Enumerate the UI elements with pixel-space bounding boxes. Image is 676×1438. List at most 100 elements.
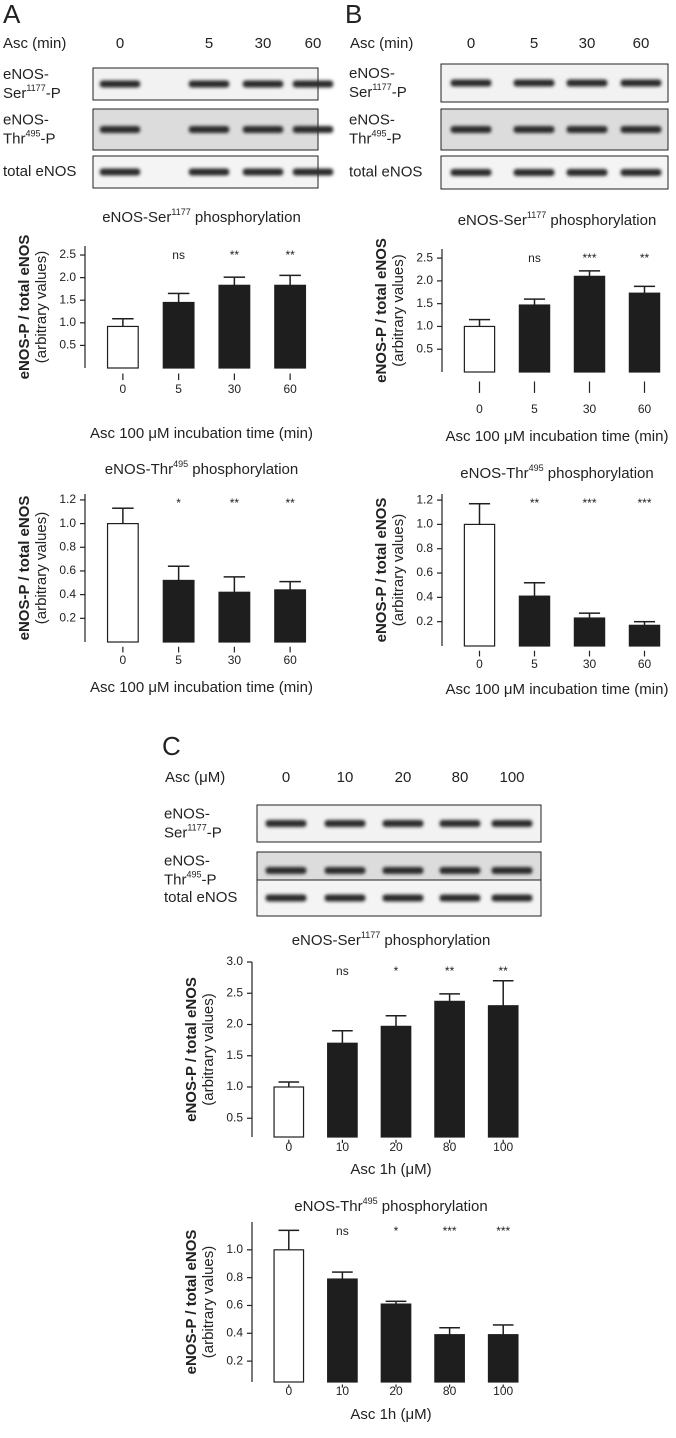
significance-label: ** [499, 964, 509, 978]
panel-letter: A [3, 0, 21, 29]
bar [162, 579, 195, 643]
significance-label: *** [582, 251, 596, 265]
y-tick-label: 2.5 [416, 250, 433, 264]
blot-band [188, 80, 230, 88]
x-tick-label: 30 [228, 382, 242, 396]
blot-row-label-part: -P [387, 130, 402, 147]
y-tick-label: 3.0 [226, 954, 243, 968]
bar [487, 1334, 519, 1383]
x-axis-label: Asc 100 μM incubation time (min) [90, 425, 313, 442]
blot-row-label: total eNOS [349, 163, 422, 180]
significance-label: ** [285, 248, 295, 262]
blot-row-label: eNOS- [164, 805, 210, 822]
significance-label: ** [640, 251, 650, 265]
blot-band [292, 126, 334, 133]
y-tick-label: 0.5 [416, 341, 433, 355]
x-axis-label: Asc 1h (μM) [350, 1161, 431, 1178]
x-tick-label: 30 [583, 657, 597, 671]
blot-row-label-sup: 495 [372, 129, 387, 139]
bar [434, 1334, 465, 1383]
significance-label: ns [336, 1224, 349, 1238]
lane-label: 80 [452, 769, 469, 786]
blot-row-label-part: Thr [164, 871, 187, 888]
blot-band [292, 168, 334, 176]
x-tick-label: 5 [175, 653, 182, 667]
blot-row-label: total eNOS [3, 163, 76, 180]
bar [434, 1000, 465, 1138]
y-axis-label: (arbitrary values) [390, 254, 407, 367]
x-tick-label: 5 [531, 402, 538, 416]
blot-row-label: Ser1177-P [164, 823, 222, 842]
blot-row-label: eNOS- [3, 66, 49, 83]
blot-row-label: Thr495-P [349, 129, 402, 148]
blot-band [188, 168, 230, 176]
lane-label: 10 [337, 769, 354, 786]
y-axis-label: eNOS-P / total eNOS [373, 498, 390, 643]
x-tick-label: 20 [389, 1140, 403, 1154]
chart-title-part: eNOS-Thr [105, 461, 173, 478]
y-tick-label: 1.5 [59, 292, 76, 306]
y-tick-label: 1.0 [416, 319, 433, 333]
significance-label: *** [582, 496, 596, 510]
y-tick-label: 1.0 [226, 1079, 243, 1093]
blot-band [620, 79, 662, 87]
blot-row-label: Ser1177-P [349, 82, 407, 101]
blot-band [450, 169, 492, 176]
chart-title-part: phosphorylation [378, 1198, 488, 1215]
bar [273, 1086, 305, 1138]
chart-title-sup: 1177 [361, 930, 380, 940]
blot-header: Asc (min) [3, 35, 66, 52]
x-tick-label: 100 [493, 1384, 513, 1398]
y-tick-label: 1.5 [226, 1048, 243, 1062]
chart-title-part: eNOS-Thr [460, 465, 528, 482]
blot-row-label-part: Ser [349, 84, 372, 101]
x-tick-label: 60 [283, 653, 297, 667]
chart-title-sup: 495 [363, 1196, 378, 1206]
significance-label: ** [530, 496, 540, 510]
y-tick-label: 0.6 [226, 1298, 243, 1312]
blot-row-label-part: Thr [3, 130, 26, 147]
blot-row-label-part: -P [202, 871, 217, 888]
blot-row-label-sup: 1177 [26, 83, 45, 93]
blot-band [566, 79, 608, 87]
x-tick-label: 0 [120, 653, 127, 667]
blot-row-label-part: -P [392, 84, 407, 101]
x-tick-label: 100 [493, 1140, 513, 1154]
x-tick-label: 80 [443, 1140, 457, 1154]
significance-label: * [394, 964, 399, 978]
y-axis-label: (arbitrary values) [33, 512, 50, 625]
bar [106, 325, 139, 369]
blot-header: Asc (μM) [165, 769, 225, 786]
significance-label: ** [445, 964, 455, 978]
chart-title-sup: 495 [529, 463, 544, 473]
x-axis-label: Asc 100 μM incubation time (min) [90, 679, 313, 696]
x-tick-label: 80 [443, 1384, 457, 1398]
blot-row-label-part: -P [46, 85, 61, 102]
y-tick-label: 2.0 [416, 273, 433, 287]
blot-band [439, 894, 481, 902]
chart-title-sup: 1177 [527, 210, 546, 220]
bar [518, 595, 551, 647]
lane-label: 0 [467, 35, 475, 52]
y-axis-label: (arbitrary values) [33, 251, 50, 364]
x-tick-label: 5 [531, 657, 538, 671]
chart-title: eNOS-Ser1177 phosphorylation [102, 207, 301, 226]
bar [380, 1303, 412, 1383]
blot-band [491, 894, 533, 902]
lane-label: 20 [395, 769, 412, 786]
y-axis-label: (arbitrary values) [390, 514, 407, 627]
significance-label: ** [230, 496, 240, 510]
lane-label: 0 [116, 35, 124, 52]
blot-band [382, 820, 424, 827]
panel-letter: B [345, 0, 362, 29]
bar [162, 301, 195, 369]
blot-band [99, 80, 141, 88]
blot-header: Asc (min) [350, 35, 413, 52]
blot-row-label: eNOS- [349, 111, 395, 128]
chart-title: eNOS-Ser1177 phosphorylation [292, 930, 491, 949]
y-tick-label: 1.0 [59, 516, 76, 530]
chart-title-part: phosphorylation [191, 209, 301, 226]
chart-title-part: phosphorylation [546, 212, 656, 229]
y-axis-label: eNOS-P / total eNOS [183, 977, 200, 1122]
